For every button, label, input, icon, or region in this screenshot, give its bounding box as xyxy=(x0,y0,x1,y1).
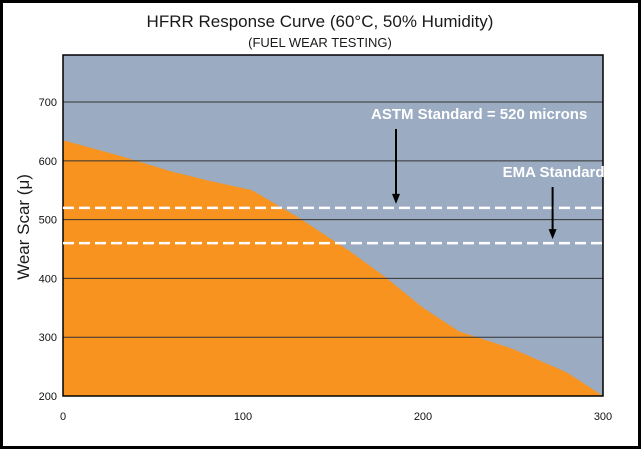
reference-label-1: EMA Standard = 460 microns xyxy=(503,164,638,181)
chart-subtitle: (FUEL WEAR TESTING) xyxy=(248,35,392,50)
y-tick-label-300: 300 xyxy=(39,332,57,344)
x-tick-label-200: 200 xyxy=(414,411,432,423)
y-axis-label: Wear Scar (μ) xyxy=(14,174,33,280)
reference-arrow-head-1 xyxy=(548,229,557,240)
y-tick-label-600: 600 xyxy=(39,156,57,168)
plot-area: 200 300 400 500 600 700 0 100 200 300 ASTM Standar… xyxy=(39,54,638,423)
reference-arrow-head-0 xyxy=(392,193,400,204)
y-tick-label-500: 500 xyxy=(39,215,57,227)
hfrr-chart: HFRR Response Curve (60°C, 50% Humidity)… xyxy=(14,12,638,423)
chart-title: HFRR Response Curve (60°C, 50% Humidity) xyxy=(147,12,494,31)
x-tick-label-0: 0 xyxy=(60,411,66,423)
x-tick-label-300: 300 xyxy=(594,411,612,423)
y-tick-label-200: 200 xyxy=(39,391,57,403)
wear-scar-area xyxy=(63,140,603,396)
y-tick-label-400: 400 xyxy=(39,273,57,285)
reference-label-0: ASTM Standard = 520 microns xyxy=(371,106,587,123)
x-tick-label-100: 100 xyxy=(234,411,252,423)
y-tick-label-700: 700 xyxy=(39,97,57,109)
plot-border xyxy=(62,54,604,397)
